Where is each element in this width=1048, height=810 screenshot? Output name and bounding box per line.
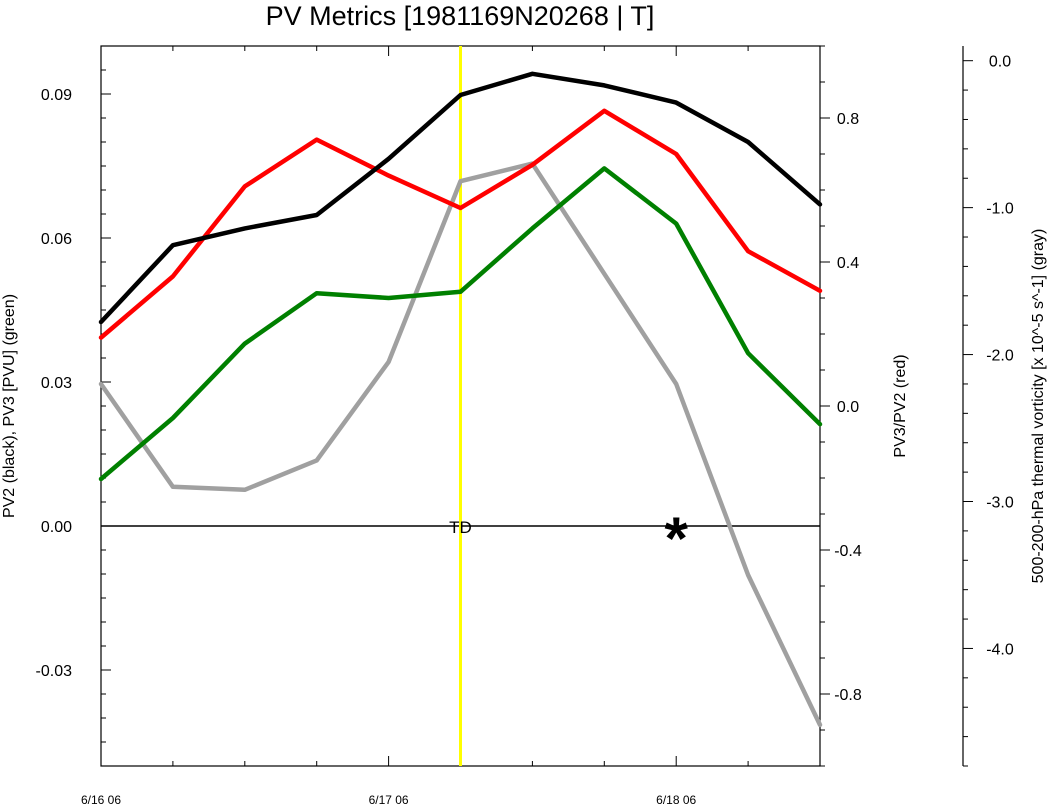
left-y-tick-label: 0.00 bbox=[41, 519, 72, 536]
far-right-y-tick-label: -4.0 bbox=[986, 641, 1014, 658]
left-y-tick-label: -0.03 bbox=[36, 663, 73, 680]
asterisk-marker: * bbox=[665, 505, 689, 572]
left-y-tick-label: 0.03 bbox=[41, 375, 72, 392]
far-right-axis-label: 500-200-hPa thermal vorticity [x 10^-5 s… bbox=[1030, 229, 1047, 584]
far-right-y-tick-label: -3.0 bbox=[986, 495, 1014, 512]
chart-title: PV Metrics [1981169N20268 | T] bbox=[266, 1, 655, 31]
left-y-tick-label: 0.09 bbox=[41, 87, 72, 104]
x-tick-label: 6/18 06 bbox=[656, 793, 696, 805]
far-right-y-tick-label: 0.0 bbox=[989, 54, 1011, 71]
right-y-tick-label: -0.8 bbox=[834, 687, 862, 704]
series-line-ratio bbox=[98, 108, 823, 340]
right-y-tick-label: -0.4 bbox=[834, 543, 862, 560]
right-y-tick-label: 0.8 bbox=[837, 111, 859, 128]
left-axis-label: PV2 (black), PV3 [PVU] (green) bbox=[1, 294, 18, 518]
right-axis-label: PV3/PV2 (red) bbox=[892, 354, 909, 457]
series-line-pv2 bbox=[98, 71, 823, 325]
far-right-y-tick-label: -1.0 bbox=[986, 201, 1014, 218]
far-right-y-tick-label: -2.0 bbox=[986, 348, 1014, 365]
x-tick-label: 6/16 06 bbox=[81, 793, 121, 805]
right-y-tick-label: 0.4 bbox=[837, 255, 859, 272]
x-tick-label: 6/17 06 bbox=[369, 793, 409, 805]
series-line-thermal_vorticity bbox=[98, 161, 823, 728]
right-y-tick-label: 0.0 bbox=[837, 399, 859, 416]
left-y-tick-label: 0.06 bbox=[41, 231, 72, 248]
storm-type-label: TD bbox=[449, 518, 472, 537]
series-line-pv3 bbox=[98, 166, 823, 482]
